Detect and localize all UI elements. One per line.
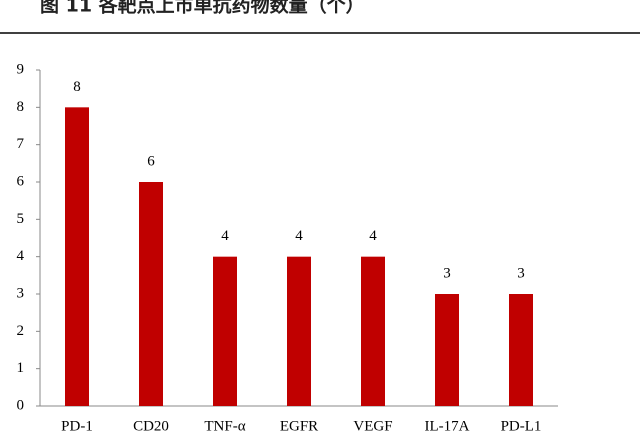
y-tick-label: 6	[17, 173, 25, 189]
x-tick-label: IL-17A	[425, 418, 470, 434]
bar	[287, 256, 311, 406]
x-tick-label: TNF-α	[204, 418, 245, 434]
value-label: 3	[517, 265, 525, 281]
value-label: 6	[147, 153, 155, 169]
value-label: 4	[221, 228, 229, 244]
x-tick-label: PD-1	[61, 418, 93, 434]
y-tick-label: 9	[17, 61, 25, 77]
value-label: 8	[73, 79, 81, 95]
bar	[65, 107, 89, 406]
chart-title: 图 11 各靶点上市单抗药物数量（个）	[40, 0, 365, 17]
bar	[435, 294, 459, 406]
bar	[213, 256, 237, 406]
y-tick-label: 1	[17, 360, 25, 376]
x-tick-label: EGFR	[280, 418, 318, 434]
x-tick-label: PD-L1	[501, 418, 542, 434]
x-tick-label: CD20	[133, 418, 169, 434]
y-tick-label: 2	[17, 323, 25, 339]
bar	[139, 182, 163, 406]
y-tick-label: 5	[17, 211, 25, 227]
y-tick-label: 4	[17, 248, 25, 264]
bar	[509, 294, 533, 406]
bar	[361, 256, 385, 406]
y-tick-label: 0	[17, 397, 25, 413]
y-tick-label: 8	[17, 99, 25, 115]
value-label: 3	[443, 265, 451, 281]
value-label: 4	[369, 228, 377, 244]
y-tick-label: 7	[17, 136, 25, 152]
y-tick-label: 3	[17, 285, 25, 301]
value-label: 4	[295, 228, 303, 244]
x-tick-label: VEGF	[353, 418, 392, 434]
